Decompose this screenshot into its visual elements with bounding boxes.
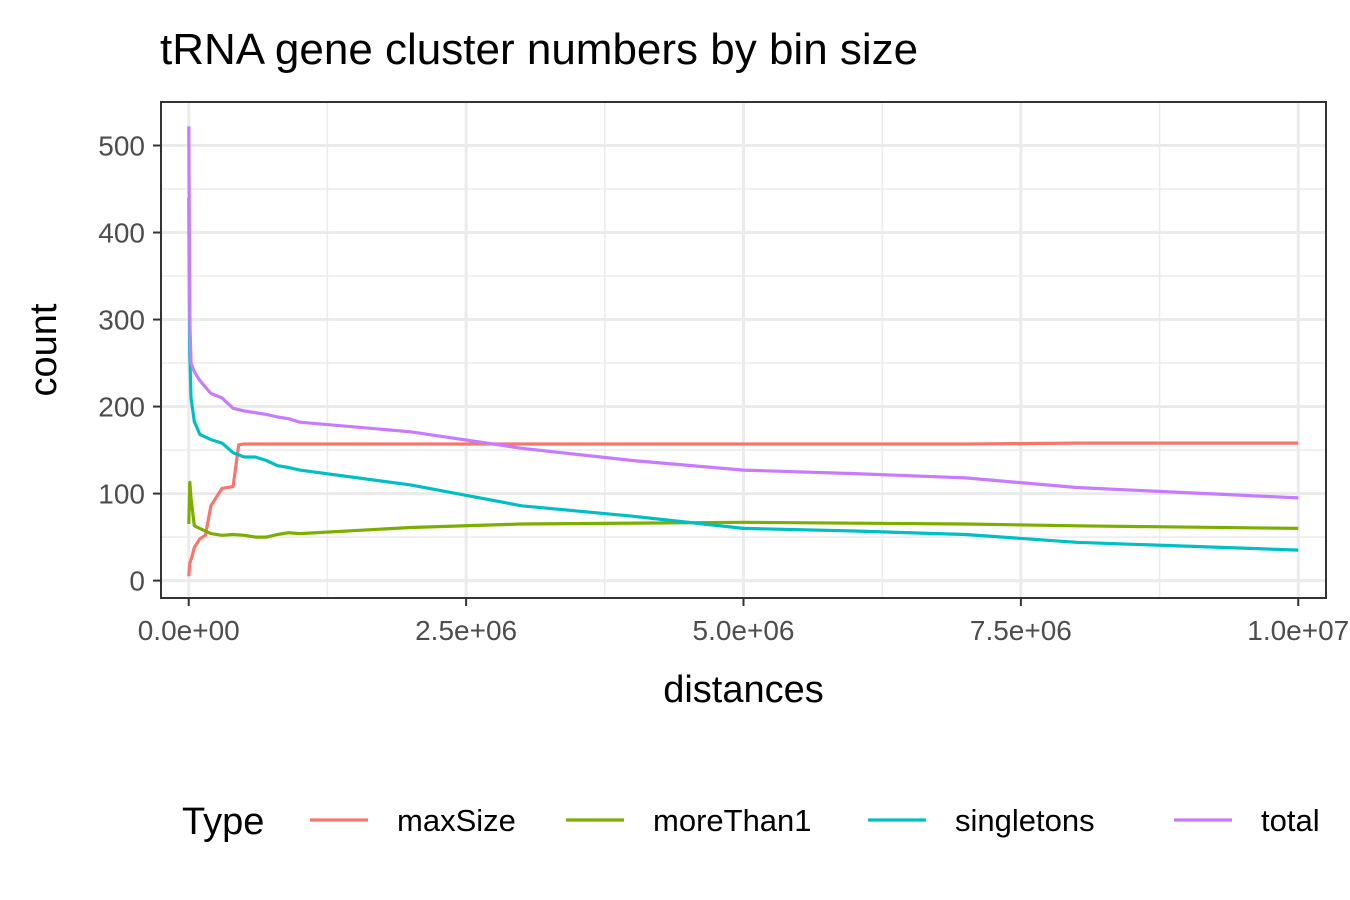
legend-label-maxSize: maxSize: [397, 803, 516, 838]
legend-label-moreThan1: moreThan1: [653, 803, 812, 838]
series-layer: [187, 126, 1299, 577]
x-tick-label: 2.5e+06: [415, 615, 517, 646]
series-line-moreThan1: [187, 480, 1299, 539]
y-tick-label: 500: [98, 131, 145, 162]
x-tick-label: 0.0e+00: [138, 615, 240, 646]
legend-label-singletons: singletons: [955, 803, 1095, 838]
y-tick-label: 200: [98, 392, 145, 423]
axes: 0.0e+00 2.5e+06 5.0e+06 7.5e+06 1.0e+07 0 100 2…: [98, 131, 1349, 646]
legend-label-total: total: [1261, 803, 1320, 838]
x-tick-label: 5.0e+06: [693, 615, 795, 646]
x-tick-label: 7.5e+06: [970, 615, 1072, 646]
chart-title: tRNA gene cluster numbers by bin size: [160, 25, 918, 74]
y-axis-title: count: [23, 303, 65, 396]
y-tick-label: 100: [98, 479, 145, 510]
series-line-maxSize: [187, 441, 1299, 577]
x-tick-label: 1.0e+07: [1247, 615, 1349, 646]
series-line-singletons: [187, 197, 1299, 552]
legend: Type maxSize moreThan1 singletons total: [182, 801, 1320, 843]
x-axis-title: distances: [663, 669, 824, 711]
series-line-total: [187, 126, 1299, 500]
y-tick-label: 300: [98, 305, 145, 336]
y-tick-label: 400: [98, 218, 145, 249]
y-tick-label: 0: [129, 566, 145, 597]
legend-title: Type: [182, 801, 264, 843]
